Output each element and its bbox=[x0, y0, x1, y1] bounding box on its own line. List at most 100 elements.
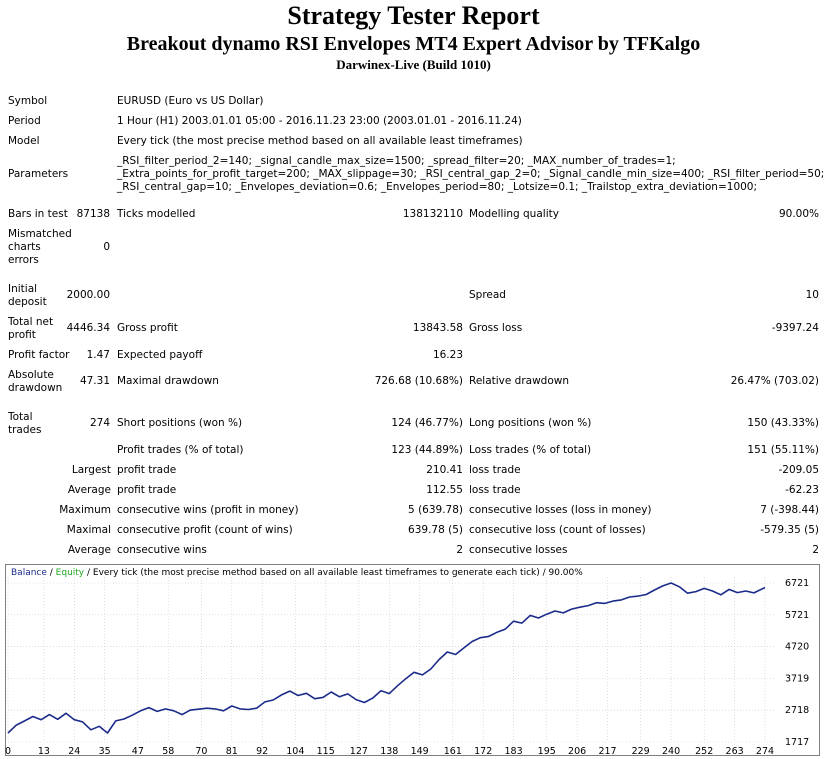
chart-y-tick-label: 4720 bbox=[785, 642, 809, 653]
chart-x-tick-label: 81 bbox=[226, 746, 238, 756]
long-positions-value: 150 (43.33%) bbox=[747, 417, 819, 429]
spread-label: Spread bbox=[469, 289, 506, 301]
average-profit-value: 112.55 bbox=[426, 484, 463, 496]
net-profit-value: 4446.34 bbox=[66, 322, 110, 334]
largest-loss-value: -209.05 bbox=[778, 464, 819, 476]
chart-x-tick-labels: 0 13 24 35 47 58 70 81 92 104 115 127 138 149 161 172 18… bbox=[5, 746, 774, 756]
max-consecutive-losses-value: 7 (-398.44) bbox=[760, 504, 819, 516]
chart-title-equity: Equity bbox=[55, 568, 85, 578]
chart-x-tick-label: 183 bbox=[505, 746, 523, 756]
net-profit-label: profit bbox=[8, 329, 36, 341]
chart-title-balance: Balance bbox=[11, 568, 47, 578]
maximal-consecutive-loss-label: consecutive loss (count of losses) bbox=[469, 524, 646, 536]
chart-x-tick-label: 0 bbox=[5, 746, 11, 756]
chart-x-tick-label: 35 bbox=[99, 746, 111, 756]
largest-loss-label: loss trade bbox=[469, 464, 521, 476]
bars-label: Bars in test bbox=[8, 208, 68, 220]
net-profit-label: Total net bbox=[8, 316, 54, 328]
gross-loss-label: Gross loss bbox=[469, 322, 523, 334]
chart-x-tick-label: 24 bbox=[68, 746, 80, 756]
expected-payoff-value: 16.23 bbox=[432, 349, 463, 361]
chart-x-tick-label: 206 bbox=[568, 746, 586, 756]
chart-y-tick-label: 1717 bbox=[785, 737, 809, 748]
relative-drawdown-value: 26.47% (703.02) bbox=[730, 375, 819, 387]
chart-x-tick-label: 92 bbox=[256, 746, 268, 756]
deposit-label: Initial bbox=[8, 283, 38, 295]
chart-y-tick-label: 6721 bbox=[785, 578, 809, 589]
absolute-drawdown-value: 47.31 bbox=[79, 375, 110, 387]
chart-series bbox=[7, 582, 766, 734]
absolute-drawdown-label: Absolute bbox=[8, 369, 54, 381]
profit-trades-label: Profit trades (% of total) bbox=[117, 444, 244, 456]
chart-x-tick-label: 127 bbox=[350, 746, 368, 756]
maximal-drawdown-label: Maximal drawdown bbox=[117, 375, 219, 387]
loss-trades-value: 151 (55.11%) bbox=[747, 444, 819, 456]
chart-y-tick-label: 3719 bbox=[785, 673, 809, 684]
chart-y-tick-label: 2718 bbox=[785, 705, 809, 716]
chart-x-tick-label: 229 bbox=[632, 746, 650, 756]
largest-label: Largest bbox=[71, 464, 111, 476]
mismatch-value: 0 bbox=[103, 241, 110, 253]
mismatch-label: errors bbox=[8, 254, 39, 266]
chart-x-tick-label: 149 bbox=[411, 746, 429, 756]
balance-line bbox=[7, 582, 766, 734]
maximal-consecutive-profit-label: consecutive profit (count of wins) bbox=[117, 524, 293, 536]
mismatch-label: Mismatched bbox=[8, 228, 72, 240]
chart-x-tick-label: 138 bbox=[380, 746, 398, 756]
parameters-label: Parameters bbox=[8, 168, 69, 180]
symbol-value: EURUSD (Euro vs US Dollar) bbox=[117, 95, 264, 107]
max-consecutive-wins-label: consecutive wins (profit in money) bbox=[117, 504, 299, 516]
ticks-value: 138132110 bbox=[402, 208, 463, 220]
chart-x-tick-label: 13 bbox=[38, 746, 50, 756]
total-trades-label: Total bbox=[8, 411, 33, 423]
parameters-line: _Extra_points_for_profit_target=200; _MA… bbox=[117, 168, 825, 180]
chart-x-tick-label: 47 bbox=[132, 746, 144, 756]
profit-factor-label: Profit factor bbox=[8, 349, 70, 361]
chart-x-tick-label: 217 bbox=[598, 746, 616, 756]
avg-consecutive-wins-label: consecutive wins bbox=[117, 544, 207, 556]
chart-x-tick-label: 104 bbox=[286, 746, 304, 756]
deposit-value: 2000.00 bbox=[66, 289, 110, 301]
chart-x-tick-label: 115 bbox=[317, 746, 335, 756]
chart-x-tick-label: 263 bbox=[726, 746, 744, 756]
spread-value: 10 bbox=[805, 289, 819, 301]
relative-drawdown-label: Relative drawdown bbox=[469, 375, 570, 387]
chart-title-description: / Every tick (the most precise method ba… bbox=[84, 568, 583, 578]
model-label: Model bbox=[8, 135, 40, 147]
maximal-label: Maximal bbox=[66, 524, 111, 536]
deposit-label: deposit bbox=[8, 296, 47, 308]
max-consecutive-losses-label: consecutive losses (loss in money) bbox=[469, 504, 652, 516]
ticks-label: Ticks modelled bbox=[117, 208, 196, 220]
short-positions-label: Short positions (won %) bbox=[117, 417, 243, 429]
chart-grid bbox=[7, 577, 775, 743]
loss-trades-label: Loss trades (% of total) bbox=[469, 444, 592, 456]
bars-value: 87138 bbox=[76, 208, 110, 220]
profit-factor-value: 1.47 bbox=[86, 349, 110, 361]
avg-consecutive-losses-label: consecutive losses bbox=[469, 544, 568, 556]
chart-x-tick-label: 240 bbox=[662, 746, 680, 756]
average-loss-label: loss trade bbox=[469, 484, 521, 496]
parameters-line: _RSI_central_gap=10; _Envelopes_deviatio… bbox=[117, 181, 758, 193]
chart-x-tick-label: 70 bbox=[195, 746, 207, 756]
server-build: Darwinex-Live (Build 1010) bbox=[336, 57, 491, 72]
avg-consecutive-losses-value: 2 bbox=[812, 544, 819, 556]
chart-title: Balance / Equity / Every tick (the most … bbox=[11, 568, 583, 579]
chart-title-separator: / bbox=[46, 568, 56, 578]
gross-loss-value: -9397.24 bbox=[771, 322, 819, 334]
period-label: Period bbox=[8, 115, 41, 127]
average-profit-label: profit trade bbox=[117, 484, 177, 496]
average-label: Average bbox=[67, 484, 111, 496]
gross-profit-label: Gross profit bbox=[117, 322, 178, 334]
model-value: Every tick (the most precise method base… bbox=[117, 135, 523, 147]
profit-trades-value: 123 (44.89%) bbox=[391, 444, 463, 456]
largest-profit-label: profit trade bbox=[117, 464, 177, 476]
max-consecutive-wins-value: 5 (639.78) bbox=[408, 504, 463, 516]
long-positions-label: Long positions (won %) bbox=[469, 417, 592, 429]
chart-x-tick-label: 58 bbox=[162, 746, 174, 756]
chart-x-tick-label: 195 bbox=[538, 746, 556, 756]
average-consecutive-label: Average bbox=[67, 544, 111, 556]
total-trades-label: trades bbox=[8, 424, 42, 436]
chart-y-tick-labels: 1717 2718 3719 4720 5721 6721 bbox=[785, 578, 809, 748]
report-subtitle: Breakout dynamo RSI Envelopes MT4 Expert… bbox=[126, 33, 701, 55]
chart-x-tick-label: 274 bbox=[756, 746, 774, 756]
